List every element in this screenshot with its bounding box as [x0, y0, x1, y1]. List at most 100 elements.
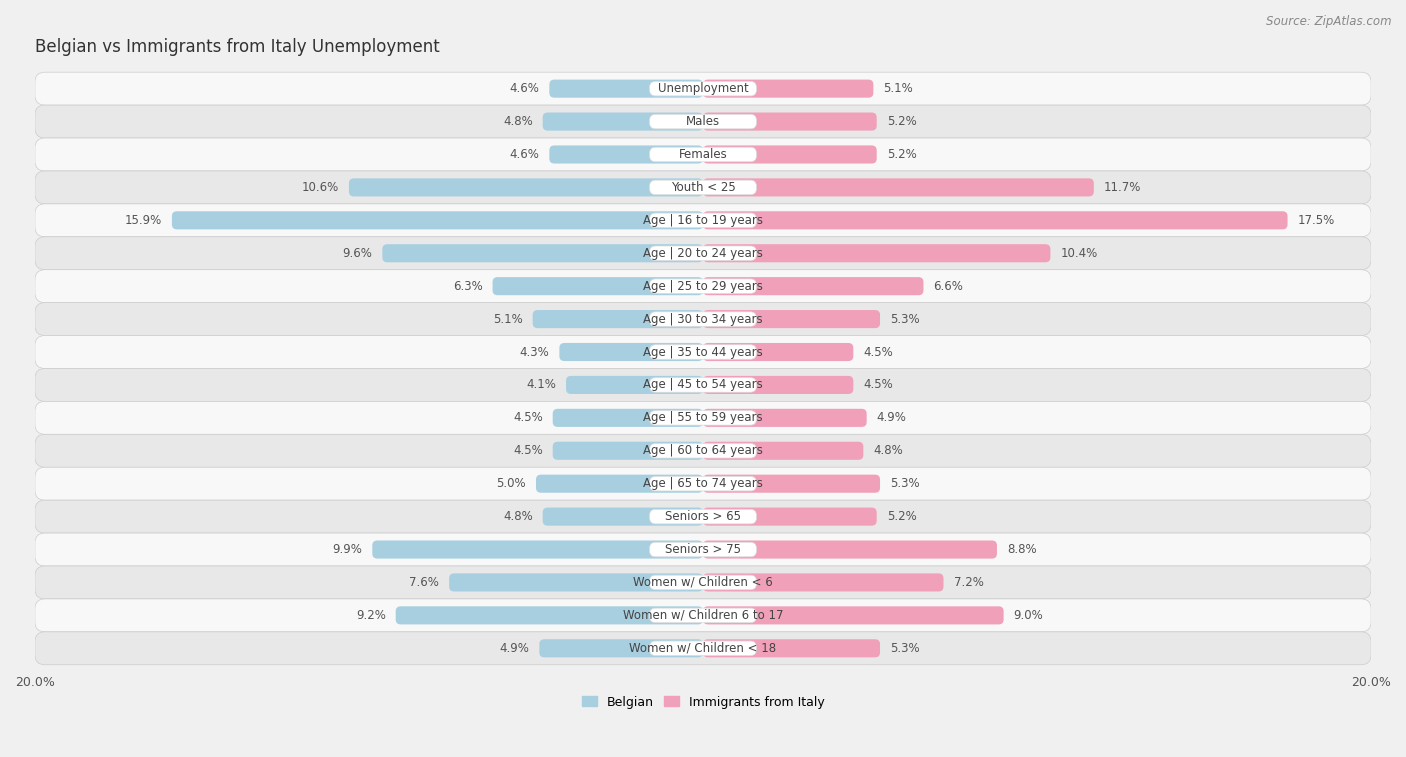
FancyBboxPatch shape	[650, 279, 756, 294]
FancyBboxPatch shape	[703, 376, 853, 394]
FancyBboxPatch shape	[35, 237, 1371, 269]
Text: 5.2%: 5.2%	[887, 148, 917, 161]
FancyBboxPatch shape	[650, 608, 756, 622]
Text: Age | 20 to 24 years: Age | 20 to 24 years	[643, 247, 763, 260]
FancyBboxPatch shape	[35, 303, 1371, 335]
Legend: Belgian, Immigrants from Italy: Belgian, Immigrants from Italy	[576, 690, 830, 714]
FancyBboxPatch shape	[35, 204, 1371, 237]
FancyBboxPatch shape	[35, 72, 1371, 105]
Text: Source: ZipAtlas.com: Source: ZipAtlas.com	[1267, 15, 1392, 28]
FancyBboxPatch shape	[540, 639, 703, 657]
Text: 10.6%: 10.6%	[302, 181, 339, 194]
FancyBboxPatch shape	[650, 444, 756, 458]
FancyBboxPatch shape	[703, 245, 1050, 262]
Text: Belgian vs Immigrants from Italy Unemployment: Belgian vs Immigrants from Italy Unemplo…	[35, 38, 440, 56]
FancyBboxPatch shape	[703, 507, 877, 525]
Text: 7.6%: 7.6%	[409, 576, 439, 589]
FancyBboxPatch shape	[35, 599, 1371, 632]
FancyBboxPatch shape	[703, 310, 880, 328]
FancyBboxPatch shape	[650, 410, 756, 425]
FancyBboxPatch shape	[650, 378, 756, 392]
FancyBboxPatch shape	[703, 573, 943, 591]
Text: 4.9%: 4.9%	[499, 642, 529, 655]
FancyBboxPatch shape	[449, 573, 703, 591]
FancyBboxPatch shape	[703, 409, 866, 427]
FancyBboxPatch shape	[35, 566, 1371, 599]
FancyBboxPatch shape	[703, 179, 1094, 197]
Text: Women w/ Children 6 to 17: Women w/ Children 6 to 17	[623, 609, 783, 621]
Text: Women w/ Children < 18: Women w/ Children < 18	[630, 642, 776, 655]
FancyBboxPatch shape	[373, 540, 703, 559]
FancyBboxPatch shape	[703, 639, 880, 657]
Text: Age | 25 to 29 years: Age | 25 to 29 years	[643, 279, 763, 293]
FancyBboxPatch shape	[35, 467, 1371, 500]
FancyBboxPatch shape	[543, 113, 703, 131]
Text: 5.2%: 5.2%	[887, 510, 917, 523]
FancyBboxPatch shape	[703, 343, 853, 361]
FancyBboxPatch shape	[650, 148, 756, 162]
FancyBboxPatch shape	[543, 507, 703, 525]
FancyBboxPatch shape	[650, 344, 756, 360]
FancyBboxPatch shape	[35, 632, 1371, 665]
Text: 5.1%: 5.1%	[494, 313, 523, 326]
FancyBboxPatch shape	[650, 641, 756, 656]
Text: 9.2%: 9.2%	[356, 609, 385, 621]
FancyBboxPatch shape	[703, 277, 924, 295]
FancyBboxPatch shape	[35, 138, 1371, 171]
FancyBboxPatch shape	[650, 542, 756, 557]
Text: Age | 35 to 44 years: Age | 35 to 44 years	[643, 345, 763, 359]
FancyBboxPatch shape	[35, 500, 1371, 533]
FancyBboxPatch shape	[560, 343, 703, 361]
FancyBboxPatch shape	[35, 105, 1371, 138]
FancyBboxPatch shape	[567, 376, 703, 394]
Text: Age | 55 to 59 years: Age | 55 to 59 years	[643, 411, 763, 425]
Text: Males: Males	[686, 115, 720, 128]
Text: Age | 45 to 54 years: Age | 45 to 54 years	[643, 378, 763, 391]
Text: 5.3%: 5.3%	[890, 642, 920, 655]
Text: 4.5%: 4.5%	[513, 444, 543, 457]
Text: 6.6%: 6.6%	[934, 279, 963, 293]
FancyBboxPatch shape	[703, 442, 863, 459]
FancyBboxPatch shape	[650, 82, 756, 96]
FancyBboxPatch shape	[703, 79, 873, 98]
Text: 4.8%: 4.8%	[503, 510, 533, 523]
Text: 4.6%: 4.6%	[509, 148, 540, 161]
FancyBboxPatch shape	[35, 401, 1371, 435]
Text: 9.0%: 9.0%	[1014, 609, 1043, 621]
Text: 4.6%: 4.6%	[509, 83, 540, 95]
Text: 5.0%: 5.0%	[496, 477, 526, 491]
Text: 4.3%: 4.3%	[520, 345, 550, 359]
FancyBboxPatch shape	[35, 335, 1371, 369]
Text: 5.3%: 5.3%	[890, 477, 920, 491]
FancyBboxPatch shape	[395, 606, 703, 625]
Text: 6.3%: 6.3%	[453, 279, 482, 293]
FancyBboxPatch shape	[349, 179, 703, 197]
Text: Seniors > 75: Seniors > 75	[665, 543, 741, 556]
Text: 5.3%: 5.3%	[890, 313, 920, 326]
FancyBboxPatch shape	[533, 310, 703, 328]
Text: 4.5%: 4.5%	[513, 411, 543, 425]
Text: Women w/ Children < 6: Women w/ Children < 6	[633, 576, 773, 589]
FancyBboxPatch shape	[35, 171, 1371, 204]
FancyBboxPatch shape	[553, 442, 703, 459]
Text: 17.5%: 17.5%	[1298, 213, 1334, 227]
FancyBboxPatch shape	[492, 277, 703, 295]
Text: Age | 16 to 19 years: Age | 16 to 19 years	[643, 213, 763, 227]
FancyBboxPatch shape	[382, 245, 703, 262]
Text: 4.9%: 4.9%	[877, 411, 907, 425]
FancyBboxPatch shape	[703, 211, 1288, 229]
FancyBboxPatch shape	[650, 575, 756, 590]
Text: 5.2%: 5.2%	[887, 115, 917, 128]
Text: Age | 30 to 34 years: Age | 30 to 34 years	[643, 313, 763, 326]
FancyBboxPatch shape	[35, 435, 1371, 467]
FancyBboxPatch shape	[703, 475, 880, 493]
Text: Age | 60 to 64 years: Age | 60 to 64 years	[643, 444, 763, 457]
FancyBboxPatch shape	[35, 369, 1371, 401]
Text: 4.8%: 4.8%	[873, 444, 903, 457]
FancyBboxPatch shape	[550, 145, 703, 164]
FancyBboxPatch shape	[553, 409, 703, 427]
Text: 15.9%: 15.9%	[125, 213, 162, 227]
FancyBboxPatch shape	[172, 211, 703, 229]
Text: Seniors > 65: Seniors > 65	[665, 510, 741, 523]
FancyBboxPatch shape	[536, 475, 703, 493]
